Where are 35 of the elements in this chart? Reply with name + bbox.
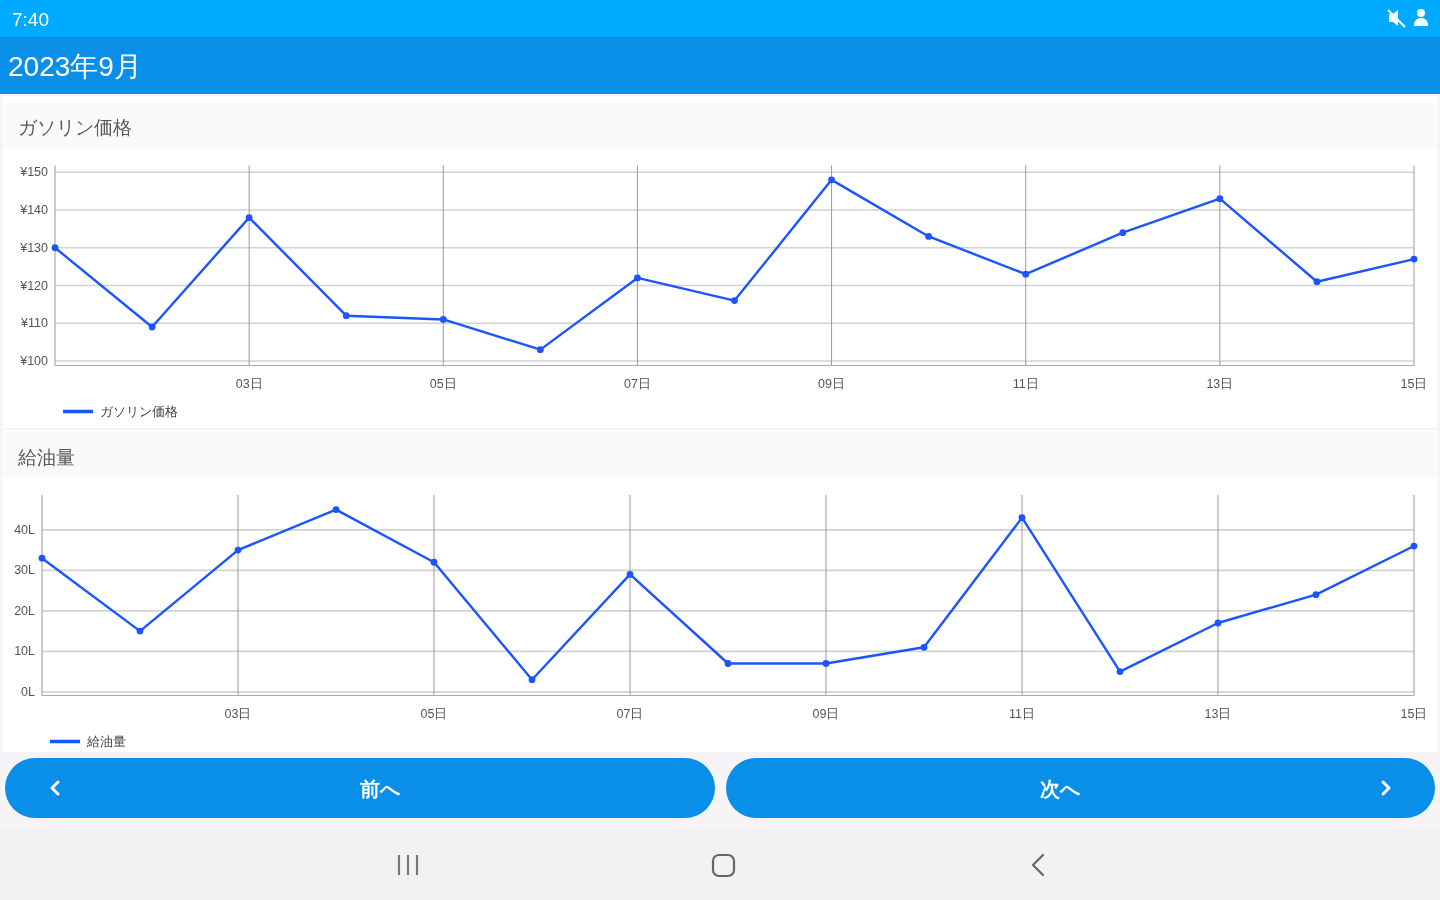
- y-tick-label: 10L: [14, 644, 36, 659]
- chart-title: ガソリン価格: [18, 117, 132, 138]
- x-tick-label: 05日: [420, 706, 448, 721]
- legend-label: ガソリン価格: [100, 404, 178, 419]
- legend: ガソリン価格: [63, 404, 178, 419]
- x-tick-label: 15日: [1400, 376, 1428, 391]
- legend: 給油量: [50, 734, 126, 749]
- x-tick-label: 03日: [224, 706, 252, 721]
- x-tick-label: 11日: [1009, 706, 1035, 721]
- x-tick-label: 07日: [623, 376, 651, 391]
- y-tick-label: 20L: [14, 603, 36, 618]
- y-tick-label: 0L: [21, 684, 36, 699]
- y-tick-label: ¥130: [19, 240, 49, 255]
- x-tick-label: 07日: [616, 706, 644, 721]
- x-tick-label: 11日: [1012, 376, 1039, 391]
- text: 2023年9月: [8, 50, 142, 82]
- x-tick-label: 13日: [1206, 376, 1234, 391]
- text: 次へ: [1040, 778, 1081, 800]
- y-tick-label: ¥150: [19, 165, 49, 180]
- y-tick-label: ¥140: [19, 203, 49, 218]
- x-tick-label: 05日: [429, 376, 457, 391]
- y-tick-label: ¥120: [19, 278, 49, 293]
- x-tick-label: 13日: [1204, 706, 1232, 721]
- x-tick-label: 09日: [818, 376, 846, 391]
- x-tick-label: 15日: [1400, 706, 1428, 721]
- text: 前へ: [359, 778, 401, 800]
- y-tick-label: 40L: [14, 522, 36, 537]
- chart-title: 給油量: [17, 446, 75, 468]
- y-tick-label: 30L: [14, 563, 36, 578]
- x-tick-label: 03日: [235, 376, 263, 391]
- text: 7:40: [12, 8, 49, 30]
- x-tick-label: 09日: [812, 706, 840, 721]
- y-tick-label: ¥110: [20, 316, 49, 331]
- legend-label: 給油量: [86, 734, 126, 749]
- y-tick-label: ¥100: [19, 353, 49, 368]
